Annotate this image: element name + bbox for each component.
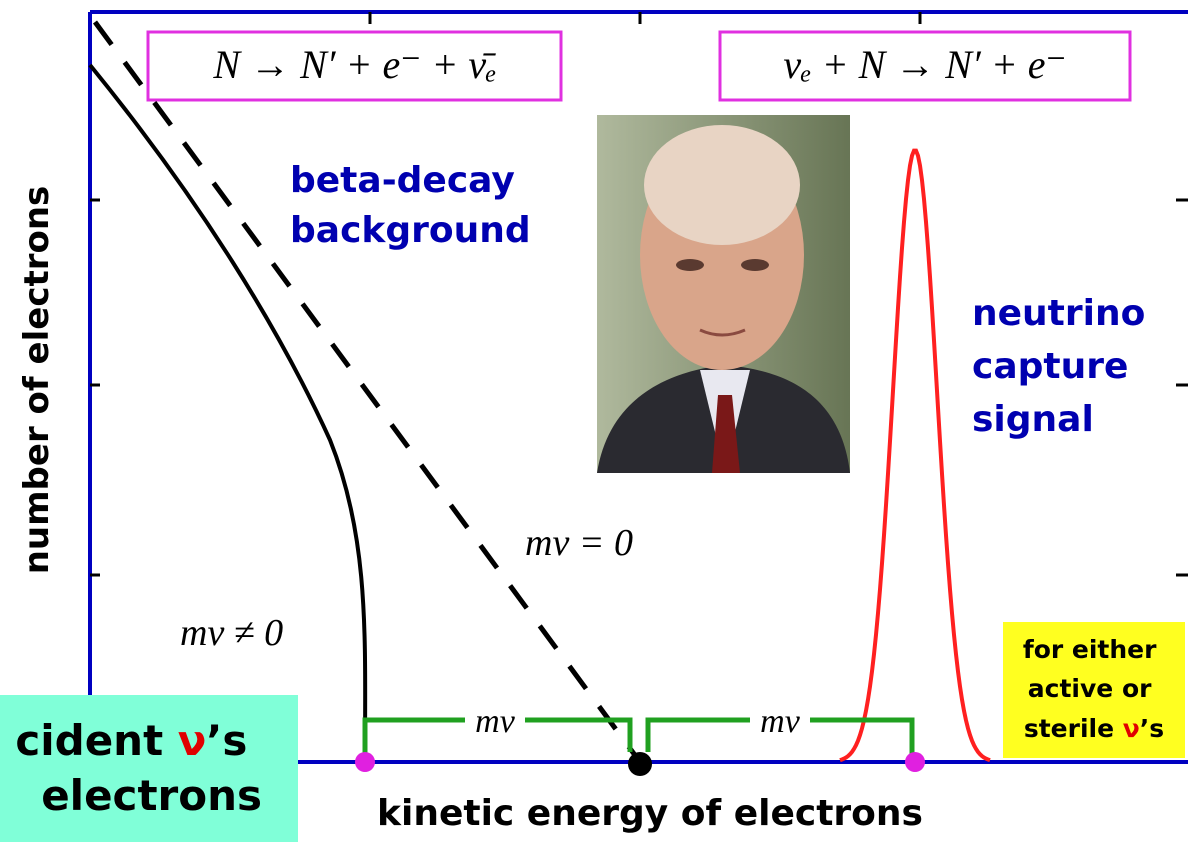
ticks <box>90 12 1188 577</box>
side-box <box>0 695 298 842</box>
massive-label: mν ≠ 0 <box>180 612 283 654</box>
endpoint-dot <box>355 752 375 772</box>
x-axis-label: kinetic energy of electrons <box>377 793 923 834</box>
note-box <box>1003 622 1185 758</box>
massless-label: mν = 0 <box>525 522 633 564</box>
massive-spectrum <box>88 63 368 763</box>
side-box-text: cident ν’s electrons <box>15 716 262 820</box>
gap-label: mν <box>760 703 801 740</box>
gap-label-bg <box>750 702 810 738</box>
massless-spectrum <box>92 20 643 764</box>
peak-dot <box>905 752 925 772</box>
portrait <box>597 115 850 473</box>
capture-peak <box>839 148 991 763</box>
endpoint-dot <box>628 752 652 776</box>
signal-label: neutrino capture signal <box>972 293 1145 440</box>
capture-box <box>718 30 1132 102</box>
y-axis-label: number of electrons <box>17 186 57 575</box>
capture-formula: νₑ + N → N′ + e⁻ <box>783 42 1066 87</box>
decay-box <box>146 30 563 102</box>
background-label: beta-decay background <box>290 160 531 251</box>
gap-label-bg <box>465 702 525 738</box>
gap-label: mν <box>475 703 516 740</box>
note: for either active or sterile ν’s <box>1023 635 1165 743</box>
decay-formula: N → N′ + e⁻ + ν̄ₑ <box>212 42 496 87</box>
